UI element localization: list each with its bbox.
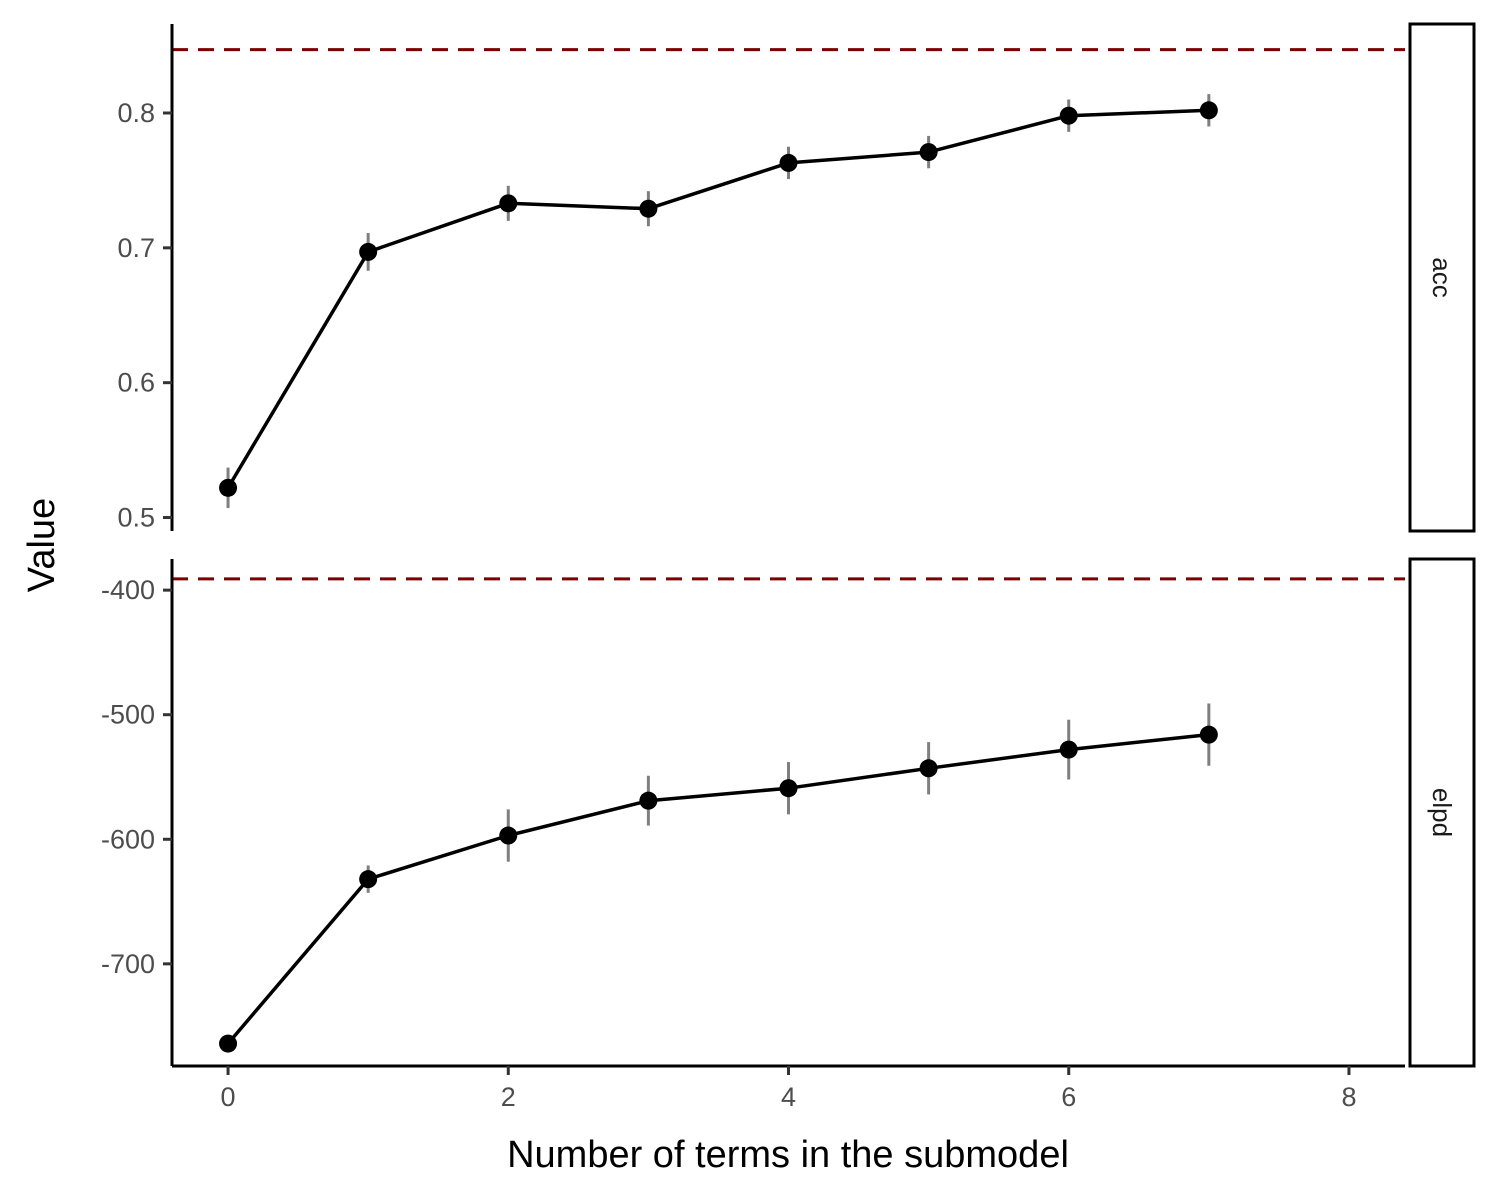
strip-box-elpd (1408, 557, 1476, 1068)
y-axis-elpd: -400 -500 -600 -700 (101, 559, 1405, 1068)
data-point-acc-1 (359, 242, 378, 261)
series-line-acc (226, 108, 1209, 489)
x-axis: 0 2 4 6 8 (221, 1066, 1356, 1112)
y-axis-title: Value (21, 498, 63, 592)
y-tick-label-elpd-1: -500 (101, 700, 155, 730)
data-point-acc-7 (1199, 101, 1218, 120)
y-tick-label-elpd-2: -600 (101, 824, 155, 854)
series-line-acc-path (226, 108, 1209, 489)
y-tick-label-acc-0: 0.5 (117, 503, 155, 533)
y-tick-label-elpd-3: -700 (101, 949, 155, 979)
data-point-elpd-6 (1059, 740, 1078, 759)
data-point-acc-5 (919, 143, 938, 162)
x-tick-label-4: 8 (1341, 1082, 1356, 1112)
strip-label-elpd: elpd (1427, 788, 1457, 837)
strip-elpd: elpd (1408, 557, 1476, 1068)
data-point-acc-2 (499, 194, 518, 213)
data-point-elpd-2 (499, 826, 518, 845)
series-line-elpd-path (226, 732, 1209, 1045)
y-tick-label-acc-2: 0.7 (117, 233, 155, 263)
strip-label-acc: acc (1427, 257, 1457, 297)
x-tick-label-0: 0 (221, 1082, 236, 1112)
y-axis-acc: 0.5 0.6 0.7 0.8 (117, 24, 174, 533)
y-tick-label-acc-1: 0.6 (117, 368, 155, 398)
data-point-acc-0 (219, 478, 238, 497)
x-tick-label-1: 2 (501, 1082, 516, 1112)
series-line-elpd (226, 732, 1209, 1045)
data-point-acc-4 (779, 153, 798, 172)
data-point-acc-6 (1059, 106, 1078, 125)
x-tick-label-2: 4 (781, 1082, 796, 1112)
data-point-elpd-3 (639, 791, 658, 810)
strip-box-acc (1408, 22, 1476, 533)
y-tick-label-acc-3: 0.8 (117, 98, 155, 128)
points-elpd (219, 725, 1218, 1053)
data-point-elpd-4 (779, 779, 798, 798)
data-point-acc-3 (639, 199, 658, 218)
x-tick-label-3: 6 (1061, 1082, 1076, 1112)
panel-elpd: -400 -500 -600 -700 elpd (101, 557, 1476, 1068)
data-point-elpd-5 (919, 759, 938, 778)
data-point-elpd-0 (219, 1034, 238, 1053)
errorbars-acc (226, 94, 1211, 509)
points-acc (219, 101, 1218, 497)
panel-acc: 0.5 0.6 0.7 0.8 acc (117, 22, 1476, 533)
data-point-elpd-1 (359, 870, 378, 889)
x-axis-title: Number of terms in the submodel (507, 1134, 1069, 1176)
strip-acc: acc (1408, 22, 1476, 533)
y-tick-label-elpd-0: -400 (101, 575, 155, 605)
data-point-elpd-7 (1199, 725, 1218, 744)
